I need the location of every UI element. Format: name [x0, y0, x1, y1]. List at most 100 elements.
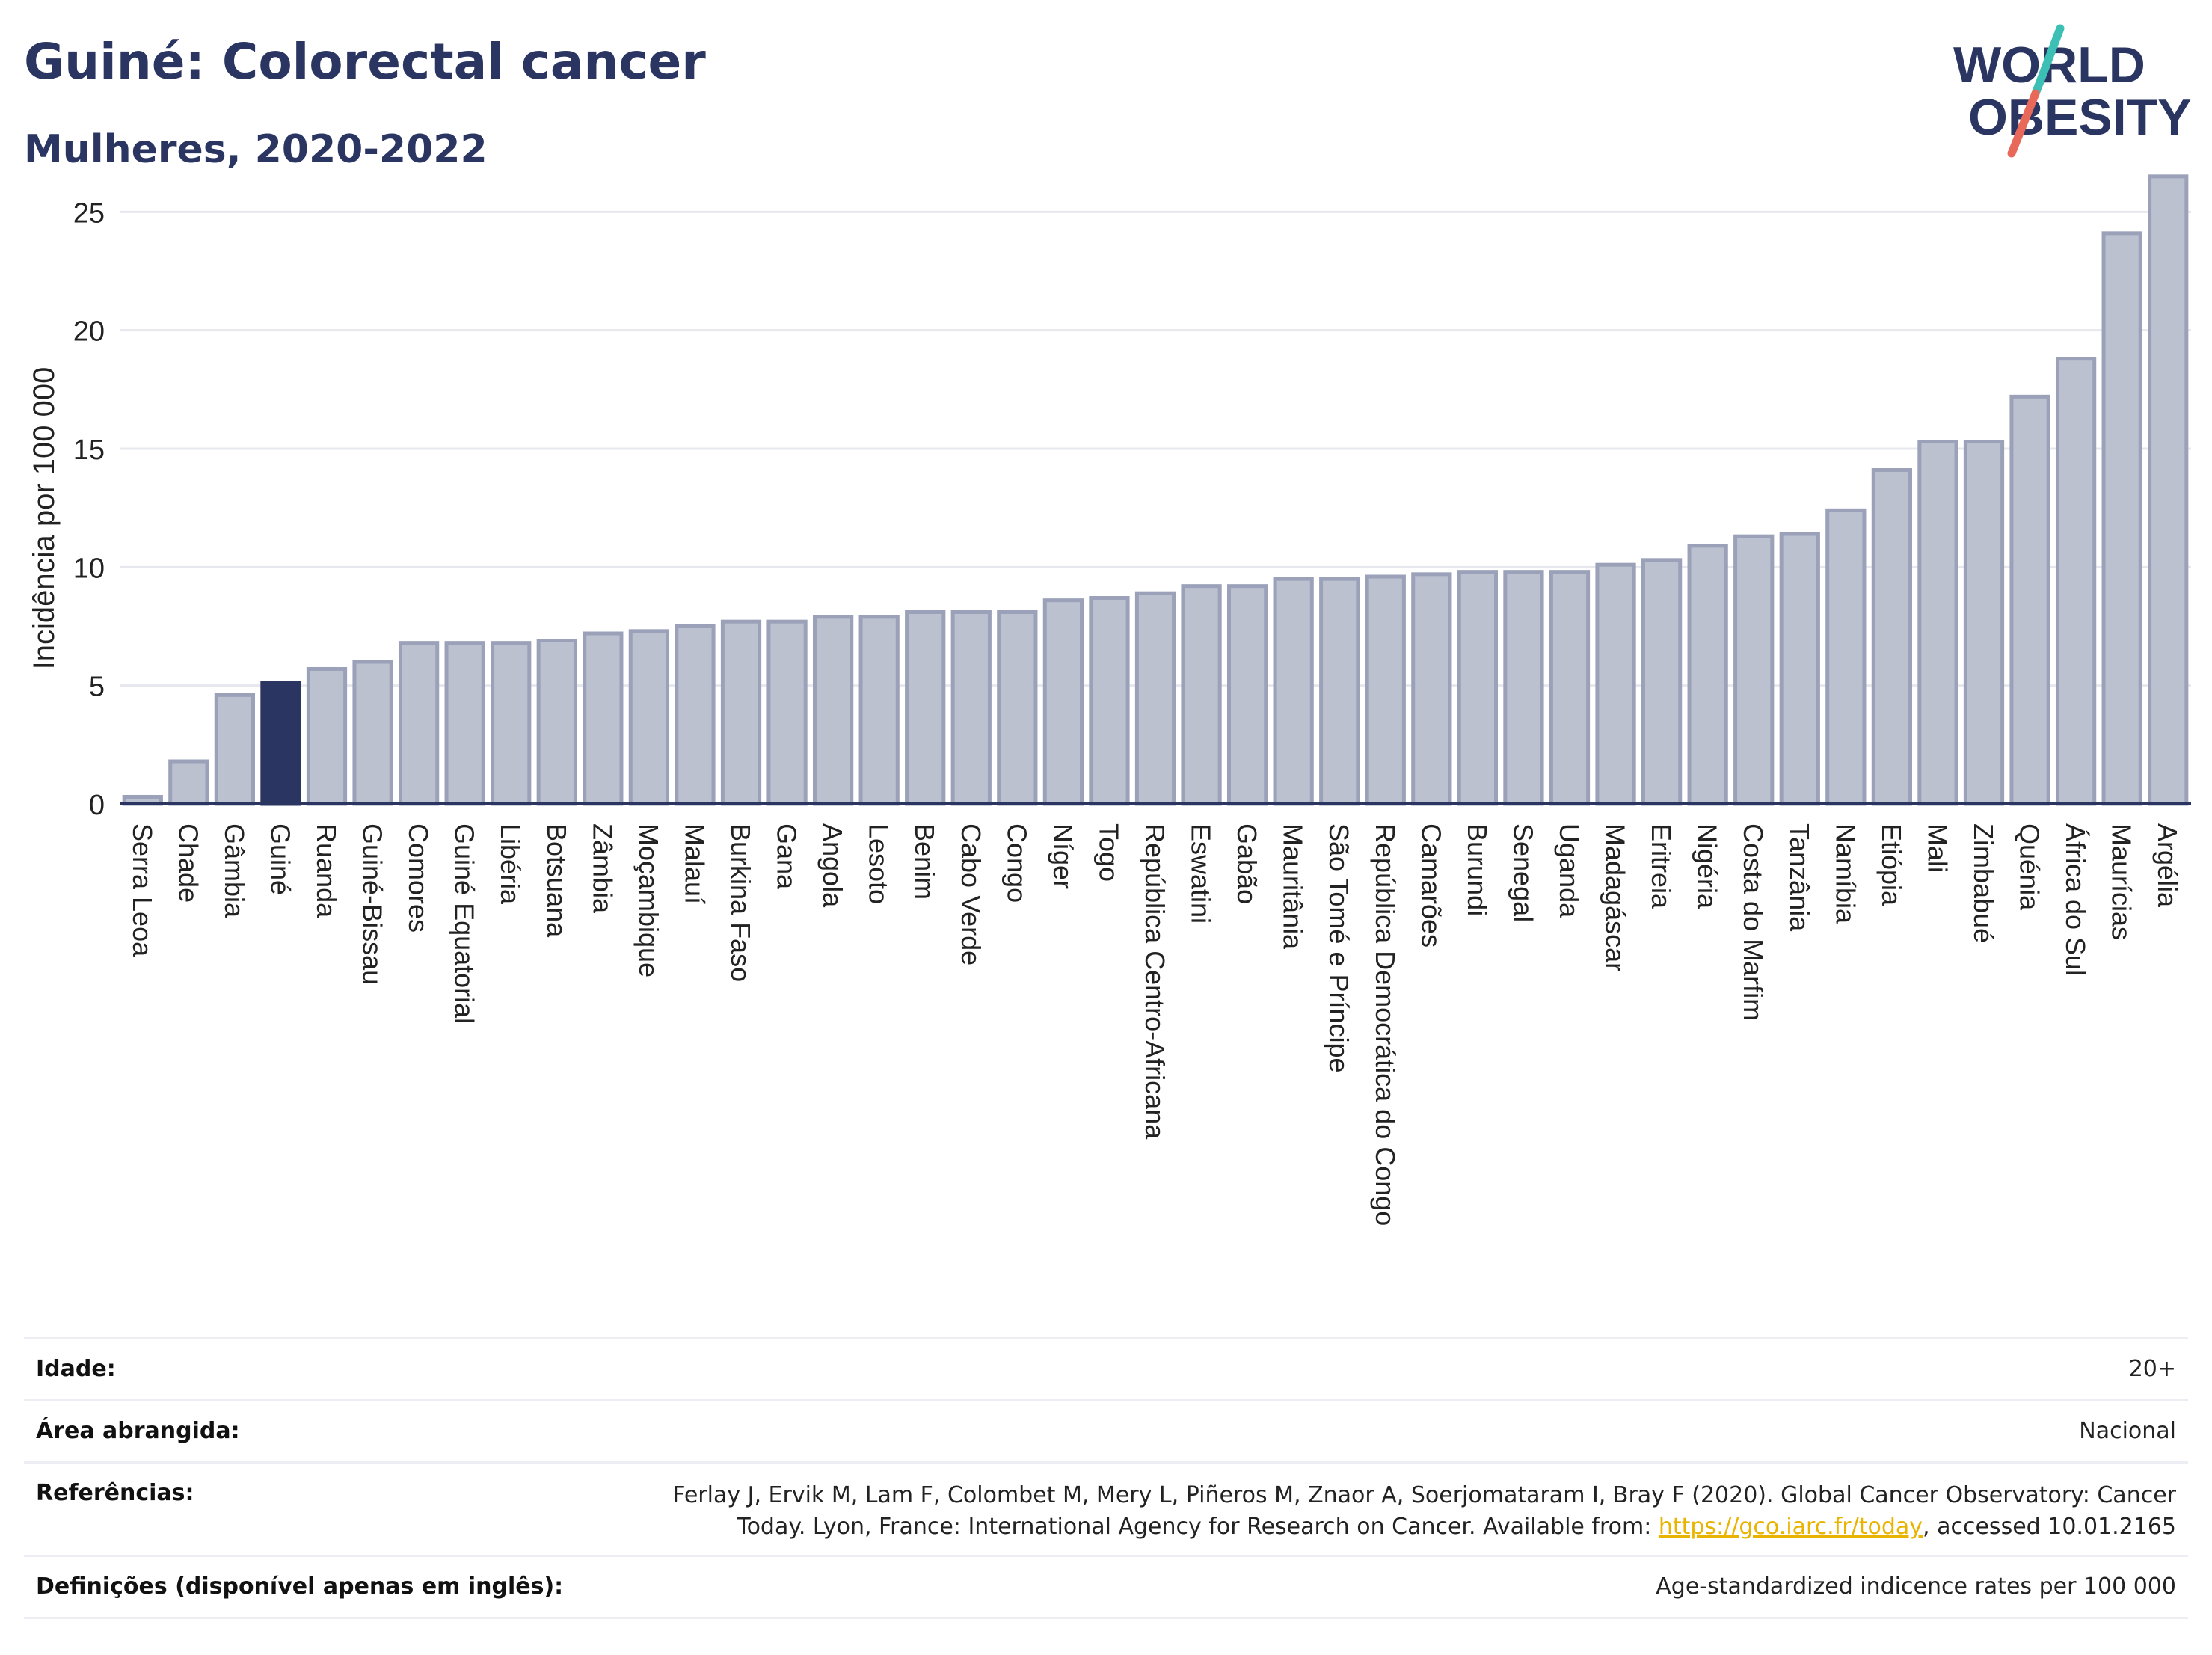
bar-malauí[interactable]	[675, 624, 716, 806]
bar-maurícias[interactable]	[2101, 231, 2142, 806]
area-label: Área abrangida:	[36, 1418, 240, 1444]
x-tick-label: Libéria	[495, 823, 526, 905]
definitions-label: Definições (disponível apenas em inglês)…	[36, 1573, 564, 1600]
y-tick-label: 5	[89, 672, 105, 703]
bar-etiópia[interactable]	[1871, 468, 1913, 806]
bar-camarões[interactable]	[1411, 572, 1452, 806]
x-tick-label: Etiópia	[1876, 823, 1907, 906]
bar-burundi[interactable]	[1457, 570, 1499, 806]
bar-benim[interactable]	[905, 610, 946, 806]
y-tick-label: 20	[73, 316, 105, 348]
definitions-value: Age-standardized indicence rates per 100…	[1656, 1573, 2176, 1600]
bar-tanzânia[interactable]	[1779, 532, 1820, 806]
chart-title: Guiné: Colorectal cancer	[24, 33, 706, 90]
bar-chade[interactable]	[168, 759, 209, 806]
age-label: Idade:	[36, 1356, 116, 1382]
logo-slash-top	[2031, 24, 2065, 98]
x-tick-label: Tanzânia	[1784, 823, 1815, 932]
bar-gabão[interactable]	[1226, 584, 1268, 806]
x-tick-label: Malauí	[679, 823, 710, 904]
x-tick-label: Gabão	[1232, 823, 1262, 904]
bar-moçambique[interactable]	[628, 629, 670, 806]
bar-áfrica-do-sul[interactable]	[2055, 357, 2097, 806]
bar-gana[interactable]	[766, 619, 808, 806]
bar-zimbabué[interactable]	[1963, 440, 2005, 806]
bar-mali[interactable]	[1917, 440, 1958, 806]
bar-namíbia[interactable]	[1825, 508, 1867, 806]
bar-guiné-equatorial[interactable]	[444, 641, 485, 806]
bar-libéria[interactable]	[491, 641, 532, 806]
x-tick-label: Zâmbia	[587, 823, 618, 914]
x-tick-label: Togo	[1093, 823, 1124, 882]
bar-comores[interactable]	[398, 641, 440, 806]
bar-botsuana[interactable]	[536, 639, 577, 806]
bar-burkina-faso[interactable]	[720, 619, 762, 806]
x-tick-label: Burundi	[1462, 823, 1493, 916]
x-tick-label: Chade	[173, 823, 203, 903]
info-row-age: Idade: 20+	[24, 1337, 2188, 1399]
bar-eswatini[interactable]	[1181, 584, 1222, 806]
bar-quénia[interactable]	[2009, 394, 2050, 806]
chart-subtitle: Mulheres, 2020-2022	[24, 127, 488, 172]
bar-são-tomé-e-príncipe[interactable]	[1319, 577, 1360, 806]
y-axis-label: Incidência por 100 000	[28, 367, 61, 670]
bar-argélia[interactable]	[2148, 174, 2189, 806]
bar-eritreia[interactable]	[1641, 558, 1683, 806]
world-obesity-logo: WORLD OBESITY	[1953, 24, 2192, 158]
bar-togo[interactable]	[1089, 596, 1130, 806]
x-tick-label: Uganda	[1554, 823, 1585, 918]
references-line-2: Today. Lyon, France: International Agenc…	[672, 1511, 2176, 1543]
bar-níger[interactable]	[1042, 598, 1084, 806]
bar-nigéria[interactable]	[1687, 544, 1728, 806]
y-tick-label: 25	[73, 197, 105, 229]
bar-senegal[interactable]	[1503, 570, 1544, 806]
x-tick-label: Eritreia	[1646, 823, 1677, 909]
bar-angola[interactable]	[812, 615, 854, 806]
x-tick-label: Ruanda	[311, 823, 342, 918]
bar-república-democrática-do-congo[interactable]	[1365, 574, 1406, 806]
x-tick-label: Camarões	[1416, 823, 1446, 948]
x-tick-label: Mali	[1922, 823, 1953, 873]
logo-slash-bottom	[2007, 89, 2040, 158]
bar-guiné-bissau[interactable]	[352, 660, 393, 806]
x-tick-label: Eswatini	[1186, 823, 1217, 924]
x-tick-label: Benim	[909, 823, 940, 900]
x-tick-label: Guiné-Bissau	[357, 823, 388, 985]
info-row-definitions: Definições (disponível apenas em inglês)…	[24, 1555, 2188, 1619]
x-tick-label: Burkina Faso	[725, 823, 756, 982]
x-tick-label: Serra Leoa	[127, 823, 158, 957]
x-tick-label: Moçambique	[633, 823, 664, 977]
x-tick-label: Quénia	[2015, 823, 2045, 911]
x-tick-label: República Democrática do Congo	[1370, 823, 1401, 1226]
axes: 0 5 10 15 20 25 Serra Leoa Chade Gâmbia Guiné Ruan…	[73, 197, 2191, 1226]
x-tick-label: Maurícias	[2107, 823, 2137, 940]
x-tick-label: Congo	[1001, 823, 1032, 903]
x-tick-label: Guiné Equatorial	[449, 823, 480, 1024]
x-tick-label: São Tomé e Príncipe	[1324, 823, 1354, 1073]
bar-cabo-verde[interactable]	[950, 610, 992, 806]
x-tick-label: Cabo Verde	[956, 823, 986, 965]
bar-lesoto[interactable]	[858, 615, 900, 806]
x-tick-label: Guiné	[265, 823, 295, 895]
bar-república-centro-africana[interactable]	[1134, 591, 1176, 806]
references-link[interactable]: https://gco.iarc.fr/today	[1658, 1514, 1923, 1540]
references-line-2-text: Today. Lyon, France: International Agenc…	[737, 1514, 1659, 1540]
bar-zâmbia[interactable]	[583, 631, 624, 806]
bar-gâmbia[interactable]	[214, 693, 256, 806]
bar-guiné[interactable]	[260, 681, 301, 806]
bar-costa-do-marfim[interactable]	[1733, 534, 1775, 806]
bar-uganda[interactable]	[1549, 570, 1591, 806]
x-tick-label: Nigéria	[1692, 823, 1723, 909]
x-tick-label: Níger	[1048, 823, 1078, 889]
x-tick-label: Argélia	[2152, 823, 2183, 908]
bar-madagáscar[interactable]	[1595, 562, 1636, 806]
x-tick-label: Zimbabué	[1968, 823, 1999, 943]
x-tick-label: Costa do Marfim	[1738, 823, 1769, 1021]
references-label: Referências:	[36, 1480, 194, 1506]
bar-mauritânia[interactable]	[1273, 577, 1314, 806]
bar-ruanda[interactable]	[306, 667, 348, 806]
bar-congo[interactable]	[997, 610, 1038, 806]
info-row-area: Área abrangida: Nacional	[24, 1399, 2188, 1461]
x-tick-label: Namíbia	[1830, 823, 1861, 924]
x-tick-label: Mauritânia	[1278, 823, 1309, 950]
